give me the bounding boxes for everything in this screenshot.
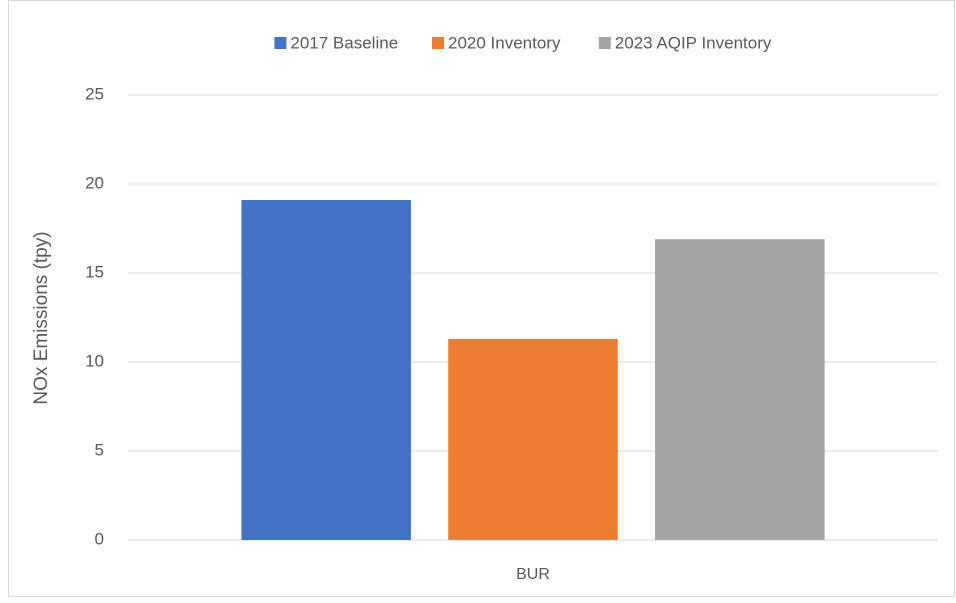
legend-swatch bbox=[274, 37, 287, 49]
y-tick-label: 5 bbox=[95, 440, 104, 459]
y-tick-label: 25 bbox=[85, 84, 104, 103]
y-tick-label: 0 bbox=[95, 529, 104, 548]
legend-swatch bbox=[598, 37, 611, 49]
legend-label: 2020 Inventory bbox=[448, 33, 561, 52]
bar bbox=[448, 338, 618, 540]
legend-swatch bbox=[432, 37, 444, 49]
bar bbox=[655, 239, 825, 540]
y-axis-label: NOx Emissions (tpy) bbox=[31, 231, 52, 404]
legend-label: 2023 AQIP Inventory bbox=[615, 33, 772, 52]
y-tick-label: 20 bbox=[85, 173, 104, 192]
y-tick-label: 10 bbox=[85, 351, 104, 370]
x-tick-label: BUR bbox=[516, 566, 550, 583]
legend-label: 2017 Baseline bbox=[290, 33, 398, 52]
y-tick-label: 15 bbox=[85, 262, 104, 281]
bar bbox=[241, 200, 411, 540]
